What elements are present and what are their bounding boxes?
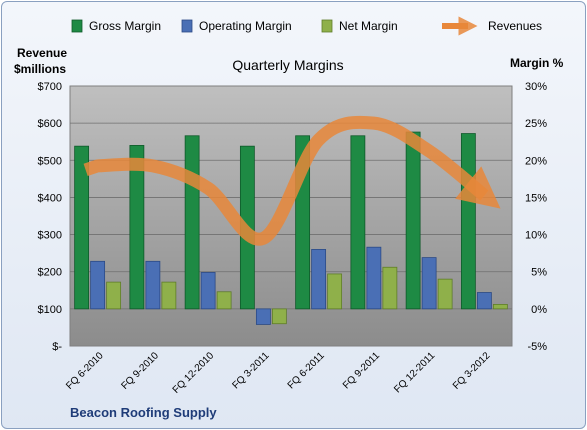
left-tick-label: $- <box>52 341 62 353</box>
left-tick-label: $700 <box>38 81 62 93</box>
right-tick-label: 15% <box>525 192 547 204</box>
bar-net-margin <box>271 308 287 325</box>
revenue-line <box>83 115 501 246</box>
legend-label-revenues: Revenues <box>488 19 542 33</box>
right-tick-label: 10% <box>525 230 547 242</box>
x-tick-label: FQ 12-2010 <box>171 350 217 396</box>
chart-title: Quarterly Margins <box>232 57 343 73</box>
left-tick-label: $500 <box>38 155 62 167</box>
x-tick-label: FQ 12-2011 <box>392 350 437 395</box>
x-tick-label: FQ 9-2011 <box>341 350 382 391</box>
bar-operating-margin <box>476 292 492 310</box>
left-tick-label: $400 <box>38 192 62 204</box>
bar-operating-margin <box>421 257 437 310</box>
x-tick-label: FQ 9-2010 <box>119 350 161 392</box>
bar-operating-margin <box>311 249 327 310</box>
bar-operating-margin <box>145 260 161 310</box>
legend-swatch-gross-margin <box>71 19 83 33</box>
right-tick-label: -5% <box>527 341 547 353</box>
bar-gross-margin <box>460 133 476 310</box>
left-axis-title-line1: Revenue <box>17 46 67 60</box>
bar-operating-margin <box>366 246 382 310</box>
left-tick-label: $300 <box>38 230 62 242</box>
right-tick-label: 20% <box>525 155 547 167</box>
right-tick-label: 30% <box>525 81 547 93</box>
x-tick-label: FQ 6-2011 <box>286 350 327 391</box>
bar-gross-margin <box>129 145 145 310</box>
bar-gross-margin <box>405 131 421 310</box>
x-axis: FQ 6-2010 FQ 9-2010 FQ 12-2010 FQ 3-2011 FQ … <box>64 350 493 396</box>
bar-net-margin <box>216 291 232 310</box>
right-tick-label: 0% <box>531 304 547 316</box>
legend-swatch-net-margin <box>321 19 333 33</box>
x-tick-label: FQ 3-2011 <box>230 350 271 391</box>
bar-net-margin <box>106 281 122 310</box>
left-axis-title-line2: $millions <box>14 62 66 76</box>
x-tick-label: FQ 6-2010 <box>64 350 106 392</box>
bar-operating-margin <box>90 260 106 310</box>
bar-net-margin <box>327 273 343 310</box>
legend-label-operating-margin: Operating Margin <box>199 19 292 33</box>
legend: Gross Margin Operating Margin Net Margin… <box>71 16 542 36</box>
bar-gross-margin <box>74 145 90 310</box>
right-axis: -5% 0% 5% 10% 15% 20% 25% 30% <box>525 81 547 353</box>
right-tick-label: 5% <box>531 267 547 279</box>
bar-gross-margin <box>350 135 366 310</box>
bar-net-margin <box>437 278 453 310</box>
bar-net-margin <box>382 266 398 310</box>
line-revenues <box>83 115 501 246</box>
legend-label-gross-margin: Gross Margin <box>89 19 161 33</box>
bar-operating-margin <box>255 308 271 325</box>
legend-swatch-operating-margin <box>181 19 193 33</box>
legend-label-net-margin: Net Margin <box>339 19 398 33</box>
x-tick-label: FQ 3-2012 <box>451 350 493 392</box>
right-tick-label: 25% <box>525 118 547 130</box>
company-label: Beacon Roofing Supply <box>70 405 217 420</box>
left-tick-label: $100 <box>38 304 62 316</box>
bar-operating-margin <box>200 272 216 310</box>
left-axis: $- $100 $200 $300 $400 $500 $600 $700 <box>38 81 63 353</box>
bar-net-margin <box>492 303 508 310</box>
bar-gross-margin <box>184 135 200 310</box>
left-tick-label: $200 <box>38 267 62 279</box>
left-tick-label: $600 <box>38 118 62 130</box>
right-axis-title: Margin % <box>510 56 564 70</box>
bar-net-margin <box>161 281 177 310</box>
